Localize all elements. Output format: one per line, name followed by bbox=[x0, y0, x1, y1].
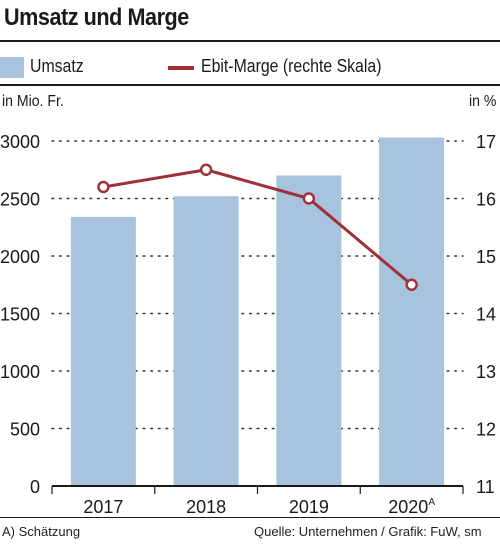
left-tick-label: 1000 bbox=[0, 362, 40, 382]
left-tick-label: 1500 bbox=[0, 305, 40, 325]
bar-2018 bbox=[173, 196, 239, 486]
x-tick-label: 2017 bbox=[83, 497, 123, 517]
x-tick-label: 2018 bbox=[186, 497, 226, 517]
right-tick-label: 12 bbox=[476, 420, 496, 440]
legend-line-swatch bbox=[168, 66, 194, 70]
bar-2020 bbox=[379, 137, 445, 487]
left-tick-label: 500 bbox=[10, 420, 40, 440]
x-tick-label: 2019 bbox=[289, 497, 329, 517]
footer-rule bbox=[0, 517, 500, 518]
right-tick-label: 16 bbox=[476, 190, 496, 210]
chart-plot: 0 500 1000 1500 2000 2500 3000 11 12 13 14 15 16 17 20… bbox=[0, 132, 496, 517]
left-tick-label: 2500 bbox=[0, 190, 40, 210]
left-tick-label: 3000 bbox=[0, 132, 40, 152]
legend-rule bbox=[0, 84, 500, 86]
margin-point-2017 bbox=[97, 180, 110, 194]
legend-bar-swatch bbox=[0, 57, 24, 78]
margin-point-2018 bbox=[199, 163, 213, 176]
right-axis-unit: in % bbox=[469, 93, 497, 110]
bar-2017 bbox=[70, 216, 136, 486]
margin-point-2020 bbox=[405, 278, 418, 291]
x-tick-label: 2020A bbox=[388, 497, 435, 517]
legend-bar-label: Umsatz bbox=[30, 56, 84, 76]
right-tick-label: 13 bbox=[476, 362, 496, 382]
right-tick-label: 11 bbox=[476, 477, 495, 497]
bar-2019 bbox=[276, 175, 342, 486]
title-rule bbox=[0, 40, 500, 42]
right-tick-label: 17 bbox=[476, 132, 496, 152]
left-tick-label: 2000 bbox=[0, 247, 40, 267]
footnote: A) Schätzung bbox=[2, 524, 81, 539]
x-tick-superscript: A bbox=[428, 497, 435, 508]
margin-point-2019 bbox=[302, 192, 316, 205]
source-credit: Quelle: Unternehmen / Grafik: FuW, sm bbox=[254, 524, 482, 539]
left-tick-label: 0 bbox=[30, 477, 40, 497]
left-axis-unit: in Mio. Fr. bbox=[2, 93, 64, 110]
chart-title: Umsatz und Marge bbox=[4, 4, 189, 31]
right-tick-label: 15 bbox=[476, 247, 496, 267]
right-tick-label: 14 bbox=[476, 305, 496, 325]
legend-line-label: Ebit-Marge (rechte Skala) bbox=[201, 56, 382, 76]
margin-line bbox=[103, 168, 413, 286]
